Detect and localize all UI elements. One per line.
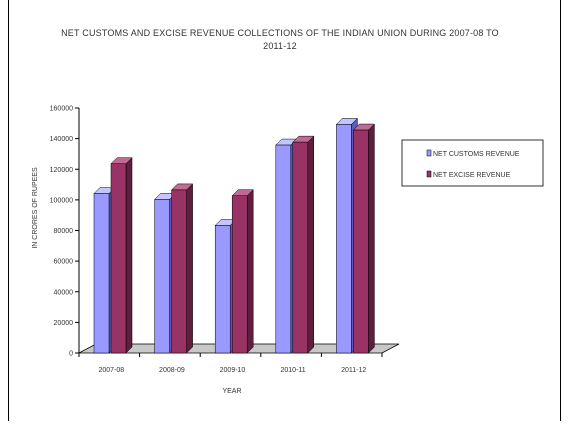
bar-customs: [336, 124, 352, 354]
y-tick-label: 20000: [54, 320, 74, 327]
bar-excise: [292, 141, 309, 354]
legend-swatch-customs: [426, 149, 432, 157]
chart-title-line2: 2011-12: [263, 41, 297, 51]
legend-swatch-excise: [426, 170, 432, 178]
y-tick-label: 0: [69, 351, 73, 358]
x-axis-label: YEAR: [222, 388, 241, 395]
bar-excise-side: [246, 189, 254, 354]
bar-customs: [154, 199, 170, 354]
x-tick-label: 2010-11: [281, 367, 306, 374]
y-tick-label: 40000: [54, 289, 74, 296]
bar-excise: [231, 195, 248, 354]
bar-customs: [214, 225, 231, 354]
y-tick-label: 80000: [54, 228, 74, 235]
y-tick-label: 160000: [50, 106, 73, 113]
bar-excise: [171, 189, 187, 354]
x-tick-label: 2008-09: [159, 367, 185, 374]
bar-excise: [353, 129, 369, 354]
plot-area: 0 20000 40000 60000 80000 100000 120000 140000 1…: [50, 106, 400, 374]
x-tick-label: 2007-08: [98, 367, 124, 374]
bar-excise-side: [368, 123, 375, 354]
legend-label-customs: NET CUSTOMS REVENUE: [433, 151, 520, 158]
legend-label-excise: NET EXCISE REVENUE: [433, 172, 511, 179]
y-tick-label: 120000: [50, 167, 73, 174]
y-tick-label: 60000: [54, 259, 74, 266]
bar-excise-side: [186, 183, 193, 354]
x-tick-label: 2011-12: [341, 367, 366, 374]
bar-customs: [275, 144, 292, 354]
y-axis-label: IN CRORES OF RUPEES: [32, 167, 39, 249]
bar-customs: [93, 193, 110, 354]
x-tick-label: 2009-10: [220, 367, 246, 374]
legend: NET CUSTOMS REVENUE NET EXCISE REVENUE: [401, 139, 544, 187]
chart-title-line1: NET CUSTOMS AND EXCISE REVENUE COLLECTIO…: [61, 28, 499, 38]
legend-box: [401, 139, 544, 187]
bar-excise-side: [125, 157, 133, 354]
bar-excise: [110, 163, 127, 354]
bar-excise-side: [307, 135, 315, 354]
y-tick-label: 140000: [50, 136, 73, 143]
y-tick-label: 100000: [50, 197, 73, 204]
